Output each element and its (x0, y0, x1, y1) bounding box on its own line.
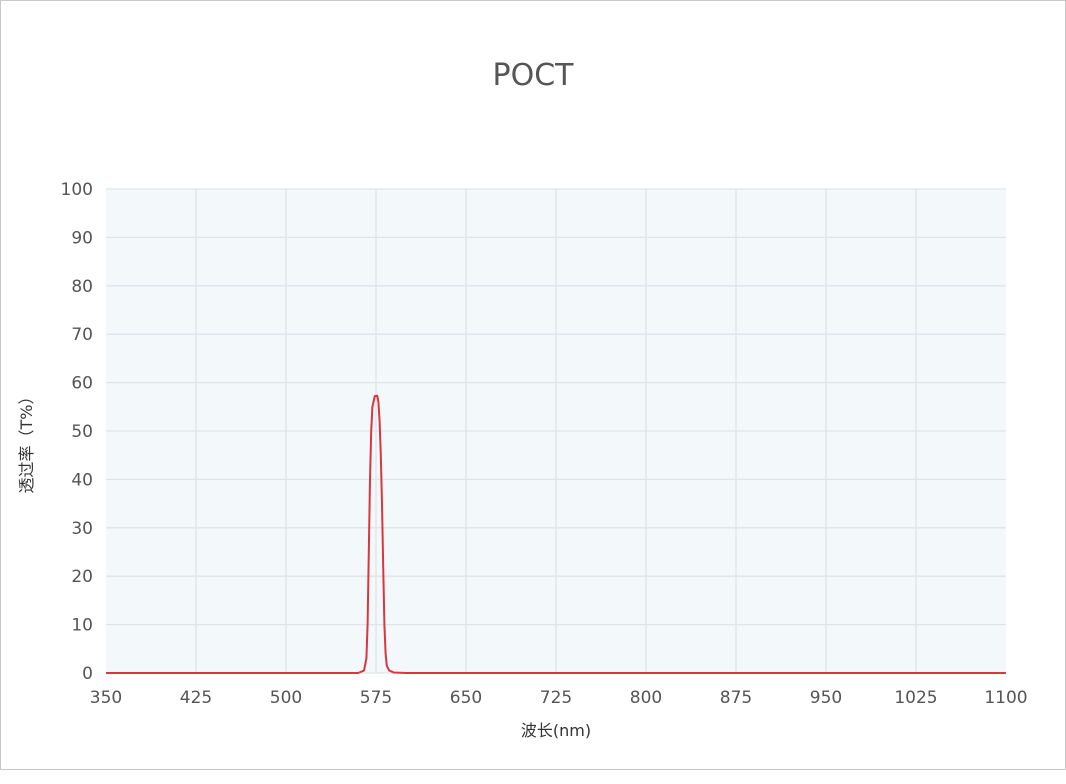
x-tick-label: 575 (360, 688, 392, 708)
y-tick-label: 80 (71, 277, 93, 297)
series-line (106, 394, 1006, 674)
y-tick-label: 90 (71, 228, 93, 248)
x-tick-label: 350 (90, 688, 122, 708)
x-tick-label: 875 (720, 688, 752, 708)
y-axis-label: 透过率（T%） (17, 389, 36, 494)
y-tick-label: 100 (61, 180, 93, 200)
x-tick-label: 500 (270, 688, 302, 708)
y-tick-label: 70 (71, 325, 93, 345)
x-tick-label: 425 (180, 688, 212, 708)
x-tick-label: 1025 (894, 688, 937, 708)
y-tick-label: 30 (71, 519, 93, 539)
y-tick-label: 40 (71, 470, 93, 490)
x-tick-label: 1100 (984, 688, 1027, 708)
x-axis-label: 波长(nm) (521, 721, 591, 740)
x-tick-label: 800 (630, 688, 662, 708)
y-tick-label: 20 (71, 567, 93, 587)
y-tick-label: 50 (71, 422, 93, 442)
x-tick-label: 725 (540, 688, 572, 708)
y-tick-label: 10 (71, 616, 93, 636)
chart-title: POCT (492, 58, 574, 93)
y-tick-label: 60 (71, 374, 93, 394)
x-tick-label: 650 (450, 688, 482, 708)
y-tick-label: 0 (82, 664, 93, 684)
x-tick-label: 950 (810, 688, 842, 708)
